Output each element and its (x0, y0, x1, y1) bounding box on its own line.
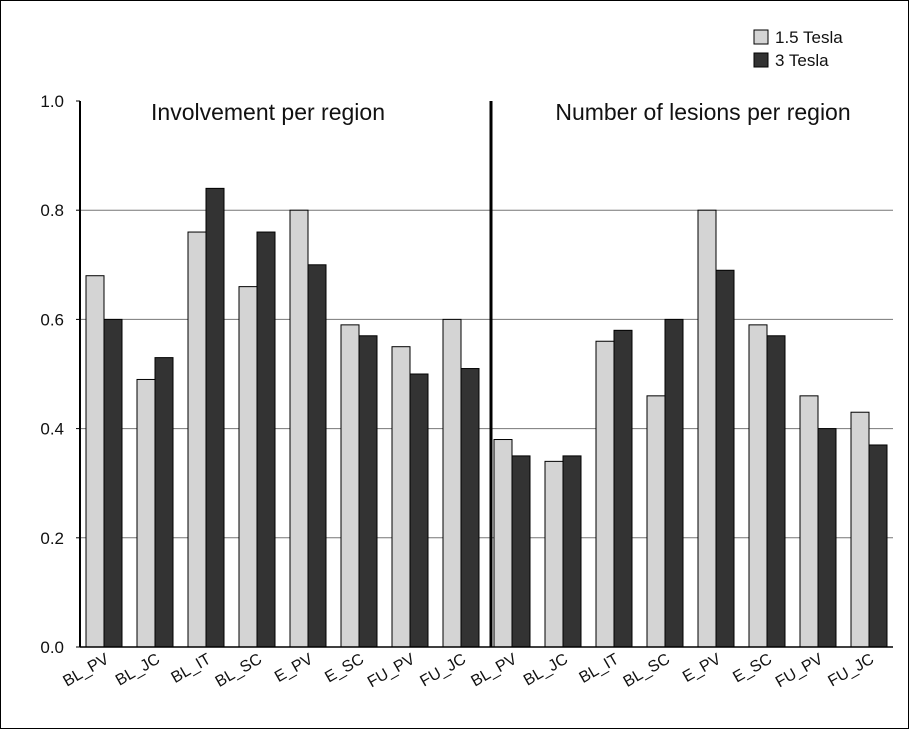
bars (85, 187, 888, 648)
x-tick-label: BL_PV (468, 651, 520, 691)
legend: 1.5 Tesla 3 Tesla (753, 28, 843, 70)
bar-lesions-e-pv-3t (715, 269, 735, 648)
panel-title-involvement: Involvement per region (151, 99, 385, 125)
x-tick-label: BL_SC (213, 651, 265, 691)
bar-lesions-bl-sc-1-5t (646, 395, 666, 648)
x-tick-label: FU_JC (825, 651, 877, 691)
x-tick-label: E_PV (680, 651, 724, 686)
legend-swatch-1-5-tesla (753, 29, 769, 45)
bar-involvement-bl-it-3t (205, 187, 225, 648)
x-tick-label: FU_PV (365, 651, 418, 692)
bar-involvement-e-pv-1-5t (289, 209, 309, 648)
x-tick-label: E_SC (730, 651, 775, 687)
legend-label-1-5-tesla: 1.5 Tesla (775, 28, 843, 47)
bar-lesions-fu-pv-3t (817, 428, 837, 648)
axes (76, 100, 893, 648)
bar-lesions-bl-it-1-5t (595, 340, 615, 648)
bar-involvement-fu-pv-3t (409, 373, 429, 648)
bar-lesions-bl-pv-3t (511, 455, 531, 648)
bar-lesions-e-pv-1-5t (697, 209, 717, 648)
bar-lesions-fu-jc-3t (868, 444, 888, 648)
bar-involvement-e-sc-1-5t (340, 324, 360, 648)
x-tick-label: BL_IT (169, 651, 215, 687)
bar-lesions-bl-jc-1-5t (544, 460, 564, 648)
bar-lesions-e-sc-1-5t (748, 324, 768, 648)
x-tick-label: BL_JC (113, 651, 163, 690)
bar-lesions-bl-sc-3t (664, 318, 684, 648)
y-tick-label: 0.8 (40, 201, 64, 220)
bar-lesions-e-sc-3t (766, 335, 786, 648)
y-tick-label: 1.0 (40, 92, 64, 111)
bar-lesions-bl-jc-3t (562, 455, 582, 648)
bar-involvement-bl-jc-1-5t (136, 378, 156, 648)
bar-involvement-bl-it-1-5t (187, 231, 207, 648)
bar-involvement-bl-jc-3t (154, 357, 174, 648)
x-tick-label: E_SC (322, 651, 367, 687)
bar-involvement-fu-jc-1-5t (442, 318, 462, 648)
x-tick-label: BL_PV (60, 651, 112, 691)
x-tick-label: E_PV (272, 651, 316, 686)
bar-involvement-bl-pv-3t (103, 318, 123, 648)
panel-title-lesions: Number of lesions per region (555, 99, 850, 125)
bar-involvement-fu-jc-3t (460, 368, 480, 648)
bar-lesions-bl-pv-1-5t (493, 439, 513, 648)
bar-involvement-bl-sc-1-5t (238, 286, 258, 648)
y-tick-label: 0.4 (40, 420, 64, 439)
x-tick-label: BL_IT (577, 651, 623, 687)
legend-label-3-tesla: 3 Tesla (775, 51, 829, 70)
x-tick-label: BL_JC (521, 651, 571, 690)
y-tick-label: 0.6 (40, 310, 64, 329)
y-tick-label: 0.0 (40, 638, 64, 657)
bar-involvement-bl-sc-3t (256, 231, 276, 648)
x-tick-label: FU_JC (417, 651, 469, 691)
y-tick-labels: 0.0 0.2 0.4 0.6 0.8 1.0 (40, 92, 64, 657)
legend-swatch-3-tesla (753, 52, 769, 68)
bar-involvement-e-pv-3t (307, 264, 327, 648)
x-tick-label: FU_PV (773, 651, 826, 692)
bar-involvement-fu-pv-1-5t (391, 346, 411, 648)
bar-lesions-fu-jc-1-5t (850, 411, 870, 648)
bar-lesions-bl-it-3t (613, 329, 633, 648)
y-tick-label: 0.2 (40, 529, 64, 548)
bar-involvement-bl-pv-1-5t (85, 275, 105, 648)
bar-involvement-e-sc-3t (358, 335, 378, 648)
x-tick-label: BL_SC (621, 651, 673, 691)
bar-lesions-fu-pv-1-5t (799, 395, 819, 648)
